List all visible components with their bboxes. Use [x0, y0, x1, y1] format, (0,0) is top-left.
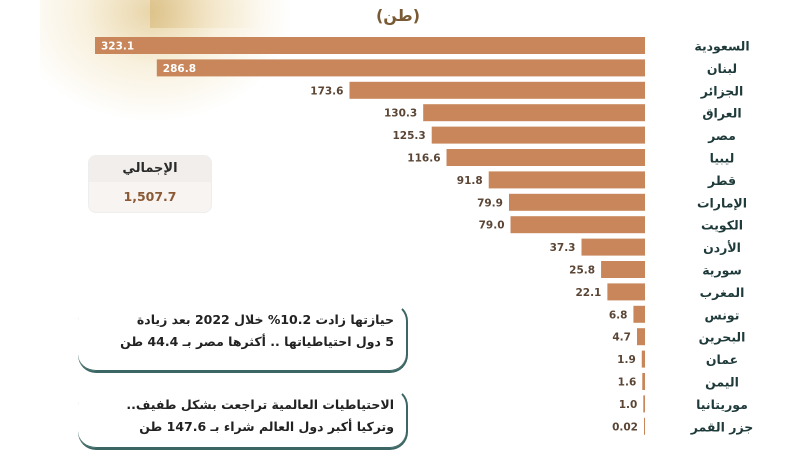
category-label-17: جزر القمر: [690, 419, 753, 434]
category-label-8: الكويت: [701, 218, 743, 233]
category-label-16: موريتانيا: [696, 397, 748, 412]
value-label-9: 37.3: [550, 242, 576, 254]
category-label-12: تونس: [705, 307, 740, 322]
value-label-3: 130.3: [384, 108, 417, 120]
note-2-line-1: الاحتياطيات العالمية تراجعت بشكل طفيف..: [126, 397, 394, 412]
value-label-13: 4.7: [612, 332, 631, 344]
gold-bar-highlight: [150, 0, 260, 28]
note-2-line-2: وتركيا أكبر دول العالم شراء بـ 147.6 طن: [139, 419, 394, 434]
bar-9: [581, 238, 645, 256]
value-label-12: 6.8: [609, 309, 628, 321]
note-1-line-1: حيازتها زادت 10.2% خلال 2022 بعد زيادة: [136, 312, 394, 327]
note-1-line-2: 5 دول احتياطياتها .. أكثرها مصر بـ 44.4 …: [120, 334, 394, 349]
bar-0: [95, 37, 645, 54]
note-box-1: حيازتها زادت 10.2% خلال 2022 بعد زيادة 5…: [78, 303, 408, 373]
value-label-6: 91.8: [457, 175, 483, 187]
value-label-4: 125.3: [392, 130, 425, 142]
bar-17: [644, 417, 645, 435]
category-label-1: لبنان: [707, 61, 737, 76]
unit-label: (طن): [375, 6, 421, 25]
category-label-4: مصر: [707, 128, 736, 143]
category-label-0: السعودية: [694, 39, 749, 54]
bar-12: [633, 305, 645, 323]
note-box-2: الاحتياطيات العالمية تراجعت بشكل طفيف.. …: [78, 388, 408, 450]
bar-8: [510, 216, 645, 234]
category-label-9: الأردن: [703, 240, 741, 255]
category-label-7: الإمارات: [697, 195, 747, 210]
category-label-15: اليمن: [705, 375, 739, 390]
value-label-15: 1.6: [618, 377, 637, 389]
value-label-10: 25.8: [569, 265, 595, 277]
value-label-5: 116.6: [407, 153, 440, 165]
category-label-11: المغرب: [700, 285, 745, 300]
value-label-7: 79.9: [477, 197, 503, 209]
bar-14: [641, 350, 645, 368]
bar-6: [488, 171, 645, 189]
bar-13: [636, 328, 645, 346]
value-label-17: 0.02: [612, 421, 638, 433]
value-label-11: 22.1: [575, 287, 601, 299]
value-label-8: 79.0: [479, 220, 505, 232]
bar-1: [156, 59, 646, 77]
category-label-3: العراق: [702, 106, 741, 121]
bar-2: [349, 81, 645, 99]
category-label-14: عمان: [706, 352, 738, 367]
category-label-5: ليبيا: [710, 151, 735, 166]
category-label-2: الجزائر: [700, 83, 744, 98]
value-label-14: 1.9: [617, 354, 636, 366]
category-label-6: قطر: [707, 173, 736, 188]
total-value: 1,507.7: [123, 189, 177, 204]
bar-4: [431, 126, 645, 144]
total-label: الإجمالي: [89, 156, 211, 182]
value-label-0: 323.1: [101, 41, 134, 53]
total-box: الإجمالي 1,507.7: [88, 155, 212, 213]
bar-16: [643, 395, 645, 413]
value-label-1: 286.8: [163, 63, 196, 75]
category-label-10: سورية: [702, 263, 742, 278]
bar-10: [601, 261, 645, 278]
value-label-2: 173.6: [310, 85, 343, 97]
bar-11: [607, 283, 645, 301]
bar-3: [423, 104, 645, 122]
value-label-16: 1.0: [619, 399, 638, 411]
bar-15: [642, 373, 645, 390]
bar-5: [446, 149, 645, 166]
category-label-13: البحرين: [699, 330, 746, 345]
bar-7: [508, 193, 645, 211]
